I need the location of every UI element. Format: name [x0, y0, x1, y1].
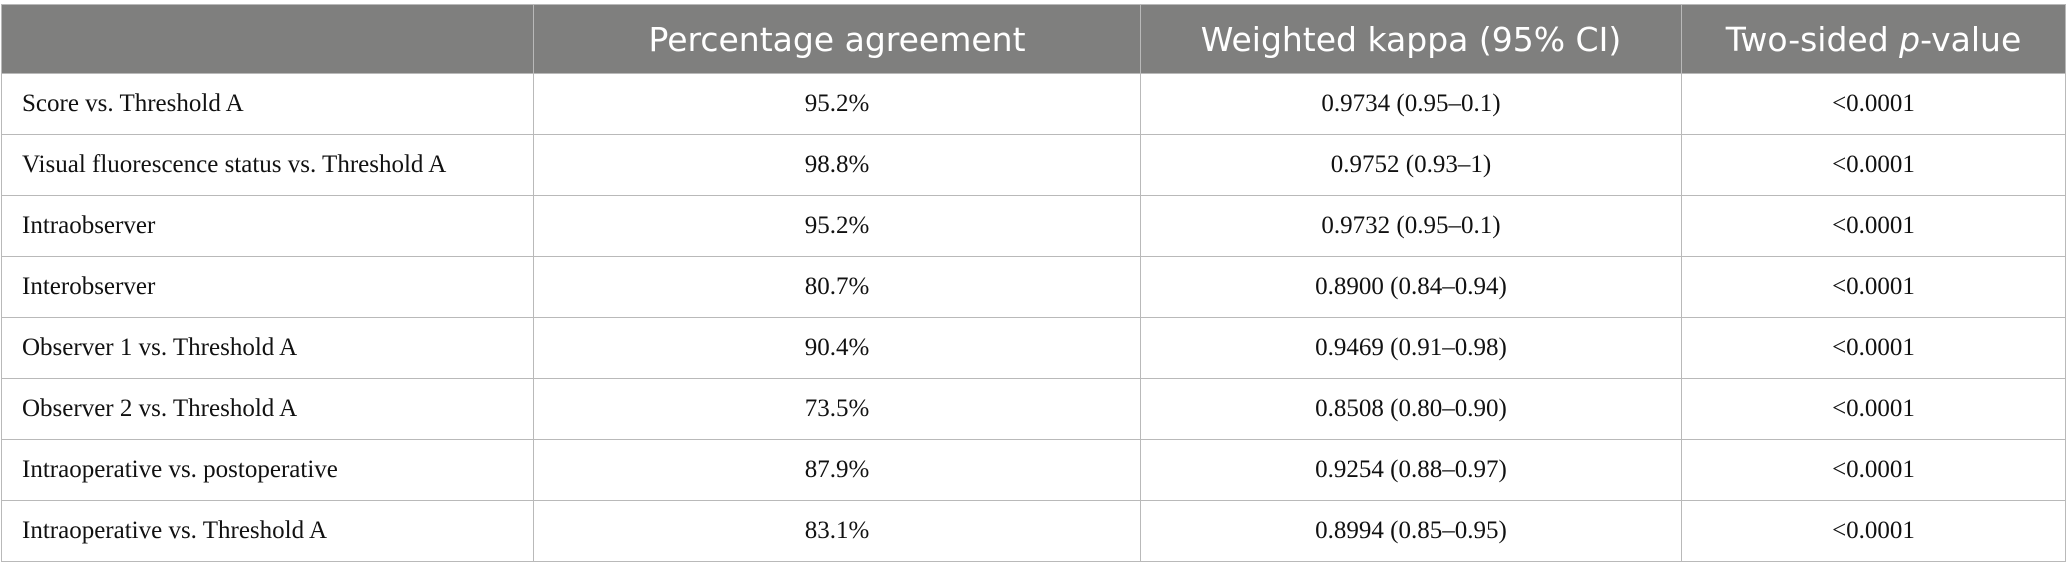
row-label: Score vs. Threshold A — [1, 73, 534, 135]
table-cell: <0.0001 — [1681, 73, 2066, 135]
header-text: -value — [1920, 19, 2022, 59]
row-label: Observer 1 vs. Threshold A — [1, 317, 534, 379]
header-cell — [1, 4, 534, 74]
table-row: Observer 1 vs. Threshold A 90.4% 0.9469 (0… — [1, 317, 2066, 379]
header-cell: Weighted kappa (95% CI) — [1140, 4, 1682, 74]
agreement-table: Percentage agreement Weighted kappa (95% … — [1, 4, 2066, 562]
table-cell: <0.0001 — [1681, 134, 2066, 196]
row-label: Observer 2 vs. Threshold A — [1, 378, 534, 440]
table-cell: 0.9254 (0.88–0.97) — [1140, 439, 1682, 501]
table-cell: 0.9469 (0.91–0.98) — [1140, 317, 1682, 379]
row-label: Visual fluorescence status vs. Threshold… — [1, 134, 534, 196]
header-text: Two-sided — [1725, 19, 1900, 59]
table-cell: 73.5% — [533, 378, 1141, 440]
table-header: Percentage agreement Weighted kappa (95% … — [1, 4, 2066, 74]
table-row: Interobserver 80.7% 0.8900 (0.84–0.94) <0.0… — [1, 256, 2066, 318]
table-row: Intraoperative vs. Threshold A 83.1% 0.899… — [1, 500, 2066, 562]
table-row: Intraoperative vs. postoperative 87.9% 0.9… — [1, 439, 2066, 501]
table-cell: 0.9732 (0.95–0.1) — [1140, 195, 1682, 257]
row-label: Intraobserver — [1, 195, 534, 257]
table-row: Intraobserver 95.2% 0.9732 (0.95–0.1) <0.00… — [1, 195, 2066, 257]
header-cell: Percentage agreement — [533, 4, 1141, 74]
table-cell: 80.7% — [533, 256, 1141, 318]
table-body: Score vs. Threshold A 95.2% 0.9734 (0.95–0… — [1, 73, 2066, 562]
table-cell: 87.9% — [533, 439, 1141, 501]
row-label: Interobserver — [1, 256, 534, 318]
table-cell: 95.2% — [533, 195, 1141, 257]
table-cell: 0.9734 (0.95–0.1) — [1140, 73, 1682, 135]
table-container: Percentage agreement Weighted kappa (95% … — [1, 4, 2066, 562]
table-cell: 98.8% — [533, 134, 1141, 196]
table-cell: 0.8900 (0.84–0.94) — [1140, 256, 1682, 318]
table-row: Observer 2 vs. Threshold A 73.5% 0.8508 (0… — [1, 378, 2066, 440]
row-label: Intraoperative vs. Threshold A — [1, 500, 534, 562]
table-cell: <0.0001 — [1681, 256, 2066, 318]
table-cell: <0.0001 — [1681, 317, 2066, 379]
header-text: Weighted kappa (95% CI) — [1200, 19, 1622, 59]
row-label: Intraoperative vs. postoperative — [1, 439, 534, 501]
table-cell: 0.9752 (0.93–1) — [1140, 134, 1682, 196]
table-cell: 83.1% — [533, 500, 1141, 562]
header-cell: Two-sided p-value — [1681, 4, 2066, 74]
table-cell: <0.0001 — [1681, 378, 2066, 440]
table-cell: <0.0001 — [1681, 439, 2066, 501]
header-italic-text: p — [1899, 19, 1921, 59]
table-cell: 95.2% — [533, 73, 1141, 135]
table-cell: 0.8994 (0.85–0.95) — [1140, 500, 1682, 562]
table-row: Visual fluorescence status vs. Threshold… — [1, 134, 2066, 196]
header-row: Percentage agreement Weighted kappa (95% … — [1, 4, 2066, 74]
table-cell: 90.4% — [533, 317, 1141, 379]
header-text: Percentage agreement — [648, 19, 1026, 59]
table-cell: <0.0001 — [1681, 195, 2066, 257]
table-cell: 0.8508 (0.80–0.90) — [1140, 378, 1682, 440]
table-cell: <0.0001 — [1681, 500, 2066, 562]
table-row: Score vs. Threshold A 95.2% 0.9734 (0.95–0… — [1, 73, 2066, 135]
